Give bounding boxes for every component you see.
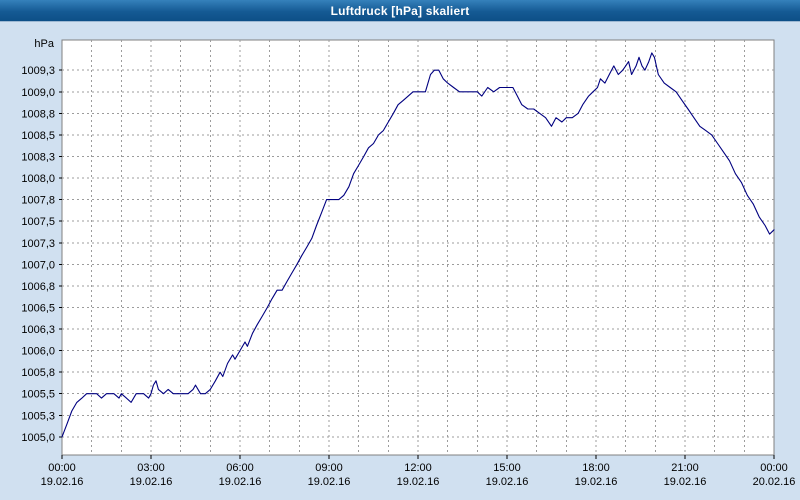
y-tick-label: 1007,8 xyxy=(21,195,55,207)
x-tick-date-label: 19.02.16 xyxy=(397,476,440,488)
y-tick-label: 1005,8 xyxy=(21,367,55,379)
y-tick-label: 1007,5 xyxy=(21,216,55,228)
x-tick-date-label: 20.02.16 xyxy=(753,476,796,488)
x-tick-date-label: 19.02.16 xyxy=(41,476,84,488)
x-tick-time-label: 00:00 xyxy=(760,462,788,474)
y-tick-label: 1005,5 xyxy=(21,389,55,401)
y-tick-label: 1008,0 xyxy=(21,173,55,185)
x-tick-time-label: 21:00 xyxy=(671,462,699,474)
y-axis-unit-label: hPa xyxy=(34,38,54,50)
y-tick-label: 1008,3 xyxy=(21,151,55,163)
window-titlebar: Luftdruck [hPa] skaliert xyxy=(0,0,800,22)
y-tick-label: 1008,8 xyxy=(21,108,55,120)
x-tick-time-label: 00:00 xyxy=(48,462,76,474)
plot-area xyxy=(61,39,775,456)
y-tick-label: 1009,3 xyxy=(21,65,55,77)
y-tick-label: 1007,3 xyxy=(21,238,55,250)
x-tick-date-label: 19.02.16 xyxy=(486,476,529,488)
y-tick-label: 1005,0 xyxy=(21,432,55,444)
y-tick-label: 1007,0 xyxy=(21,259,55,271)
x-tick-date-label: 19.02.16 xyxy=(664,476,707,488)
pressure-line-chart: 1009,3 1009,0 1008,8 1008,5 1008,3 1008,0 1007… xyxy=(21,38,796,488)
y-tick-label: 1006,8 xyxy=(21,281,55,293)
x-tick-time-label: 15:00 xyxy=(493,462,521,474)
x-tick-date-label: 19.02.16 xyxy=(575,476,618,488)
chart-area: 1009,3 1009,0 1008,8 1008,5 1008,3 1008,0 1007… xyxy=(0,22,800,499)
y-tick-label: 1006,0 xyxy=(21,346,55,358)
pressure-data-line xyxy=(61,52,775,438)
x-tick-time-label: 12:00 xyxy=(404,462,432,474)
x-tick-time-label: 03:00 xyxy=(137,462,165,474)
x-tick-time-label: 09:00 xyxy=(315,462,343,474)
x-tick-time-label: 06:00 xyxy=(226,462,254,474)
x-tick-date-label: 19.02.16 xyxy=(308,476,351,488)
y-tick-label: 1009,0 xyxy=(21,87,55,99)
y-tick-label: 1006,5 xyxy=(21,302,55,314)
y-tick-label: 1005,3 xyxy=(21,410,55,422)
x-tick-time-label: 18:00 xyxy=(582,462,610,474)
x-tick-date-label: 19.02.16 xyxy=(130,476,173,488)
x-tick-date-label: 19.02.16 xyxy=(219,476,262,488)
y-tick-label: 1008,5 xyxy=(21,130,55,142)
window-title: Luftdruck [hPa] skaliert xyxy=(330,3,470,18)
y-tick-label: 1006,3 xyxy=(21,324,55,336)
